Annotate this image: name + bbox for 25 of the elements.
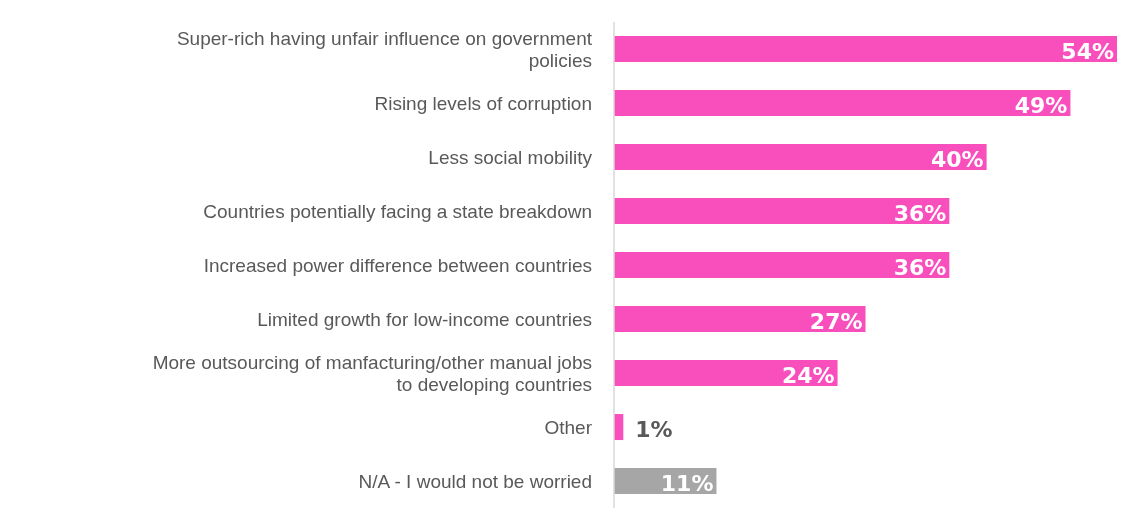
bar xyxy=(614,144,987,171)
y-tick-label: Super-rich having unfair influence on government policies xyxy=(176,27,593,71)
bar xyxy=(614,90,1071,117)
data-label: 11% xyxy=(660,470,714,496)
y-tick-label: Increased power difference between countries xyxy=(203,254,592,276)
bar xyxy=(614,252,950,279)
y-tick-label: Limited growth for low-income countries xyxy=(257,308,592,330)
data-label: 1% xyxy=(635,416,673,442)
data-label: 54% xyxy=(1061,38,1114,64)
bar xyxy=(614,306,866,333)
bar xyxy=(614,198,950,225)
y-tick-label: More outsourcing of manfacturing/other manual jobs to developing countries xyxy=(152,351,592,395)
data-label: 36% xyxy=(893,200,947,226)
bar xyxy=(614,36,1117,63)
y-tick-label: Rising levels of corruption xyxy=(374,92,592,114)
y-tick-label: Other xyxy=(544,416,593,438)
data-label: 49% xyxy=(1014,92,1068,118)
data-label: 24% xyxy=(781,362,835,388)
y-tick-label: N/A - I would not be worried xyxy=(358,470,592,492)
bar xyxy=(614,360,838,387)
y-tick-label: Less social mobility xyxy=(428,146,593,168)
data-label: 36% xyxy=(893,254,947,280)
y-tick-label: Countries potentially facing a state breakdown xyxy=(203,200,592,222)
data-label: 27% xyxy=(809,308,863,334)
data-label: 40% xyxy=(930,146,984,172)
